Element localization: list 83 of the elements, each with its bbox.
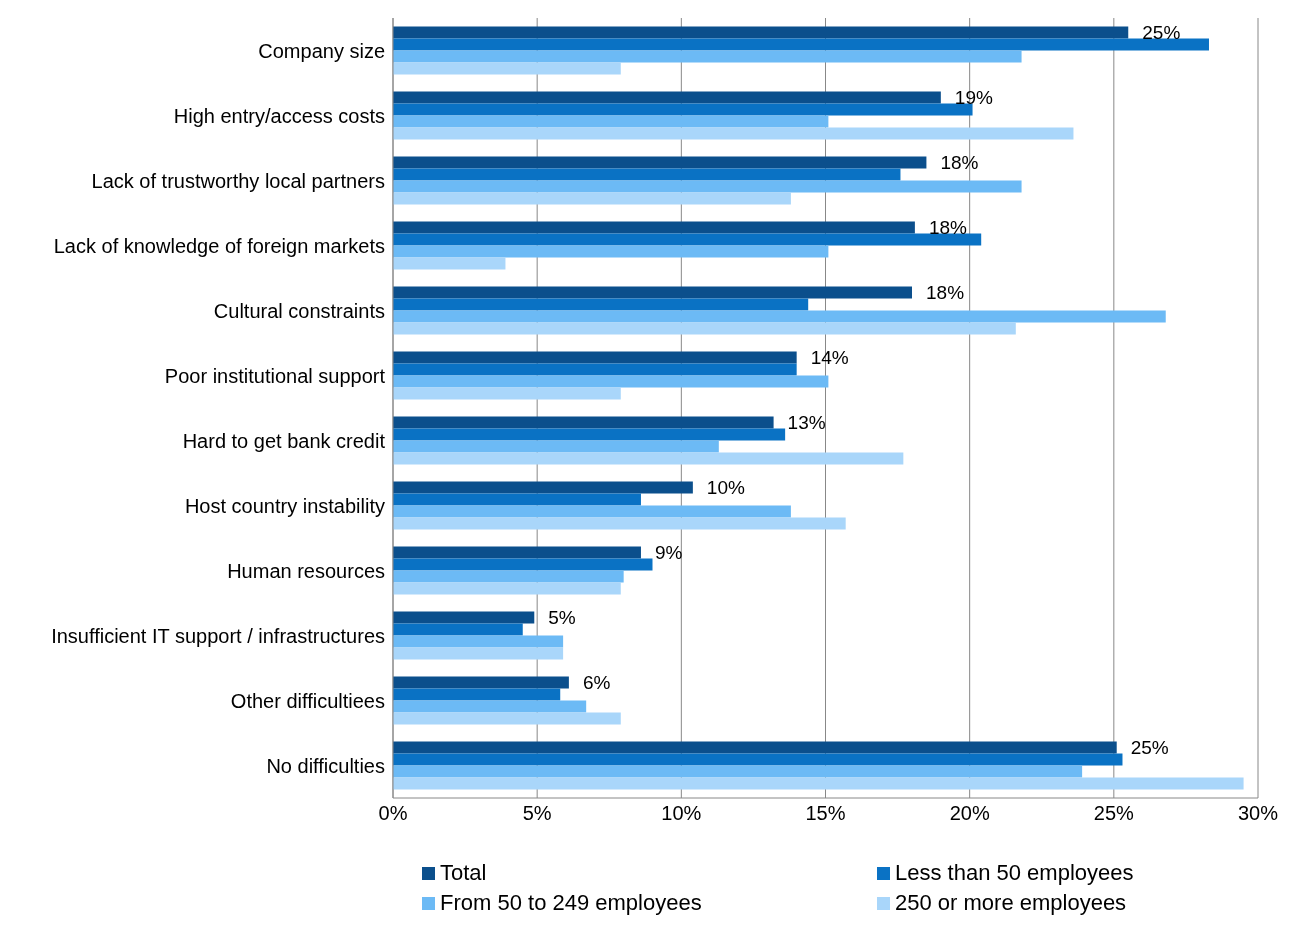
bar (393, 91, 941, 104)
y-tick-label: Host country instability (184, 494, 385, 517)
bar (393, 635, 564, 648)
bar (393, 611, 535, 624)
bar (393, 26, 1129, 39)
bar (393, 168, 901, 181)
bar (393, 38, 1209, 51)
y-tick-label: Other difficultiees (230, 689, 385, 712)
bar (393, 387, 621, 400)
data-label: 18% (940, 152, 979, 174)
x-tick-label: 15% (805, 802, 846, 825)
y-tick-label: High entry/access costs (173, 104, 385, 127)
bar (393, 647, 564, 660)
bar (393, 50, 1022, 63)
bar (393, 351, 797, 364)
bar (393, 452, 904, 465)
bar (393, 546, 641, 559)
data-label: 25% (1142, 22, 1181, 44)
y-tick-label: Hard to get bank credit (182, 429, 386, 452)
x-tick-label: 5% (522, 802, 552, 825)
bar (393, 322, 1016, 335)
y-tick-label: Company size (258, 39, 385, 62)
x-tick-label: 25% (1093, 802, 1135, 825)
bar (393, 700, 587, 713)
y-tick-label: Lack of trustworthy local partners (91, 169, 385, 192)
bar (393, 286, 912, 299)
bar (393, 62, 621, 75)
bar (393, 623, 523, 636)
x-tick-label: 20% (949, 802, 990, 825)
bar (393, 363, 797, 376)
bar (393, 741, 1117, 754)
bar (393, 765, 1083, 778)
bar (393, 103, 973, 116)
bar (393, 440, 719, 453)
bar (393, 676, 569, 689)
legend-label: 250 or more employees (895, 889, 1127, 917)
data-label: 10% (706, 477, 745, 499)
data-label: 9% (654, 542, 683, 564)
bar (393, 245, 829, 258)
bar (393, 416, 774, 429)
legend-label: Less than 50 employees (895, 859, 1134, 887)
data-label: 5% (548, 607, 576, 629)
data-label: 18% (926, 282, 965, 304)
y-tick-label: Lack of knowledge of foreign markets (53, 234, 385, 257)
legend-label: Total (440, 859, 487, 887)
x-tick-label: 0% (378, 802, 408, 825)
y-tick-label: Human resources (227, 559, 385, 582)
bar (393, 127, 1074, 140)
bar (393, 375, 829, 388)
bar (393, 233, 982, 246)
bar (393, 310, 1166, 323)
data-label: 19% (954, 87, 993, 109)
bar (393, 493, 641, 506)
bar (393, 753, 1123, 766)
data-label: 14% (810, 347, 849, 369)
bar (393, 298, 809, 311)
bar (393, 428, 786, 441)
bar (393, 558, 653, 571)
bar (393, 221, 915, 234)
bar (393, 257, 506, 270)
y-tick-label: Insufficient IT support / infrastructures (51, 624, 385, 647)
bar (393, 481, 693, 494)
bar (393, 505, 791, 518)
bar (393, 115, 829, 128)
bar (393, 777, 1244, 790)
y-tick-label: Poor institutional support (164, 364, 386, 387)
bar (393, 156, 927, 169)
data-label: 18% (928, 217, 968, 239)
y-tick-label: Cultural constraints (213, 299, 385, 322)
legend-label: From 50 to 249 employees (440, 889, 702, 917)
y-tick-label: No difficulties (266, 754, 385, 777)
bar (393, 688, 561, 701)
data-label: 25% (1130, 737, 1169, 759)
data-label: 6% (582, 672, 611, 694)
bar (393, 192, 791, 205)
x-tick-label: 10% (661, 802, 702, 825)
bar (393, 180, 1022, 193)
bar (393, 712, 621, 725)
x-tick-label: 30% (1237, 802, 1279, 825)
bar (393, 570, 624, 583)
bar (393, 582, 621, 595)
data-label: 13% (787, 412, 826, 434)
bar (393, 517, 846, 530)
